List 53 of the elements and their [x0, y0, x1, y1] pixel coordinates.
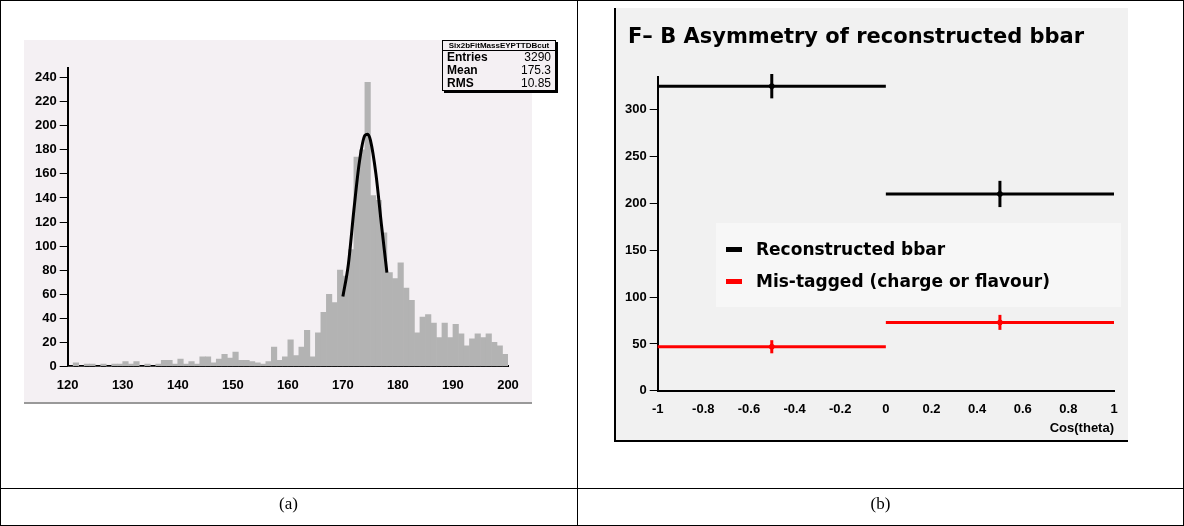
x-axis-title: Cos(theta)	[1049, 419, 1114, 435]
y-tick-label: 50	[632, 335, 647, 351]
x-tick-label: -0.8	[692, 401, 715, 417]
x-tick-label: 160	[276, 376, 299, 392]
y-tick-label: 20	[42, 333, 57, 349]
x-tick-label: -1	[651, 401, 664, 417]
y-tick-label: 150	[624, 241, 647, 257]
y-tick-label: 240	[34, 69, 57, 85]
x-tick-label: 170	[332, 376, 354, 392]
x-tick-label: 190	[442, 376, 464, 392]
x-tick-label: -0.6	[737, 401, 761, 417]
chart-title: F– B Asymmetry of reconstructed bbar	[628, 24, 1085, 48]
y-tick-label: 100	[624, 288, 647, 304]
y-tick-label: 0	[49, 357, 57, 373]
x-tick-label: 0.8	[1059, 401, 1078, 417]
y-tick-label: 180	[34, 141, 57, 157]
legend-label: Reconstructed bbar	[756, 239, 946, 259]
x-tick-label: 140	[166, 376, 189, 392]
x-tick-label: 0.6	[1013, 401, 1032, 417]
y-tick-label: 300	[624, 101, 647, 117]
y-tick-label: 40	[42, 309, 57, 325]
y-tick-label: 200	[624, 194, 647, 210]
y-tick-label: 80	[42, 261, 57, 277]
text: (a)	[278, 494, 299, 514]
y-tick-label: 100	[34, 237, 57, 253]
annotation: Mean	[447, 63, 478, 77]
text: (b)	[869, 494, 892, 514]
y-tick-label: 120	[34, 213, 57, 229]
text: Six2bFitMassEYPTTDBcut	[443, 41, 555, 51]
y-tick-label: 160	[34, 165, 57, 181]
x-tick-label: 0	[882, 401, 890, 417]
y-tick-label: 200	[34, 117, 57, 133]
x-tick-label: 180	[387, 376, 409, 392]
x-tick-label: -0.2	[829, 401, 852, 417]
x-tick-label: 1	[1110, 401, 1118, 417]
text: 10.85	[520, 76, 551, 90]
legend-label: Mis-tagged (charge or flavour)	[756, 271, 1050, 291]
text: 3290	[524, 50, 551, 64]
text: 175.3	[520, 63, 551, 77]
x-tick-label: 0.4	[968, 401, 987, 417]
y-tick-label: 140	[34, 189, 57, 205]
y-tick-label: 250	[624, 148, 647, 164]
x-tick-label: 150	[221, 376, 244, 392]
x-tick-label: 120	[56, 376, 79, 392]
x-tick-label: -0.4	[783, 401, 807, 417]
y-tick-label: 60	[42, 285, 57, 301]
line-series	[341, 132, 389, 299]
x-tick-label: 200	[497, 376, 519, 392]
text: Entries	[447, 50, 488, 64]
x-tick-label: 0.2	[922, 401, 941, 417]
y-tick-label: 220	[34, 93, 57, 109]
annotation: RMS	[447, 76, 474, 90]
x-tick-label: 130	[111, 376, 134, 392]
